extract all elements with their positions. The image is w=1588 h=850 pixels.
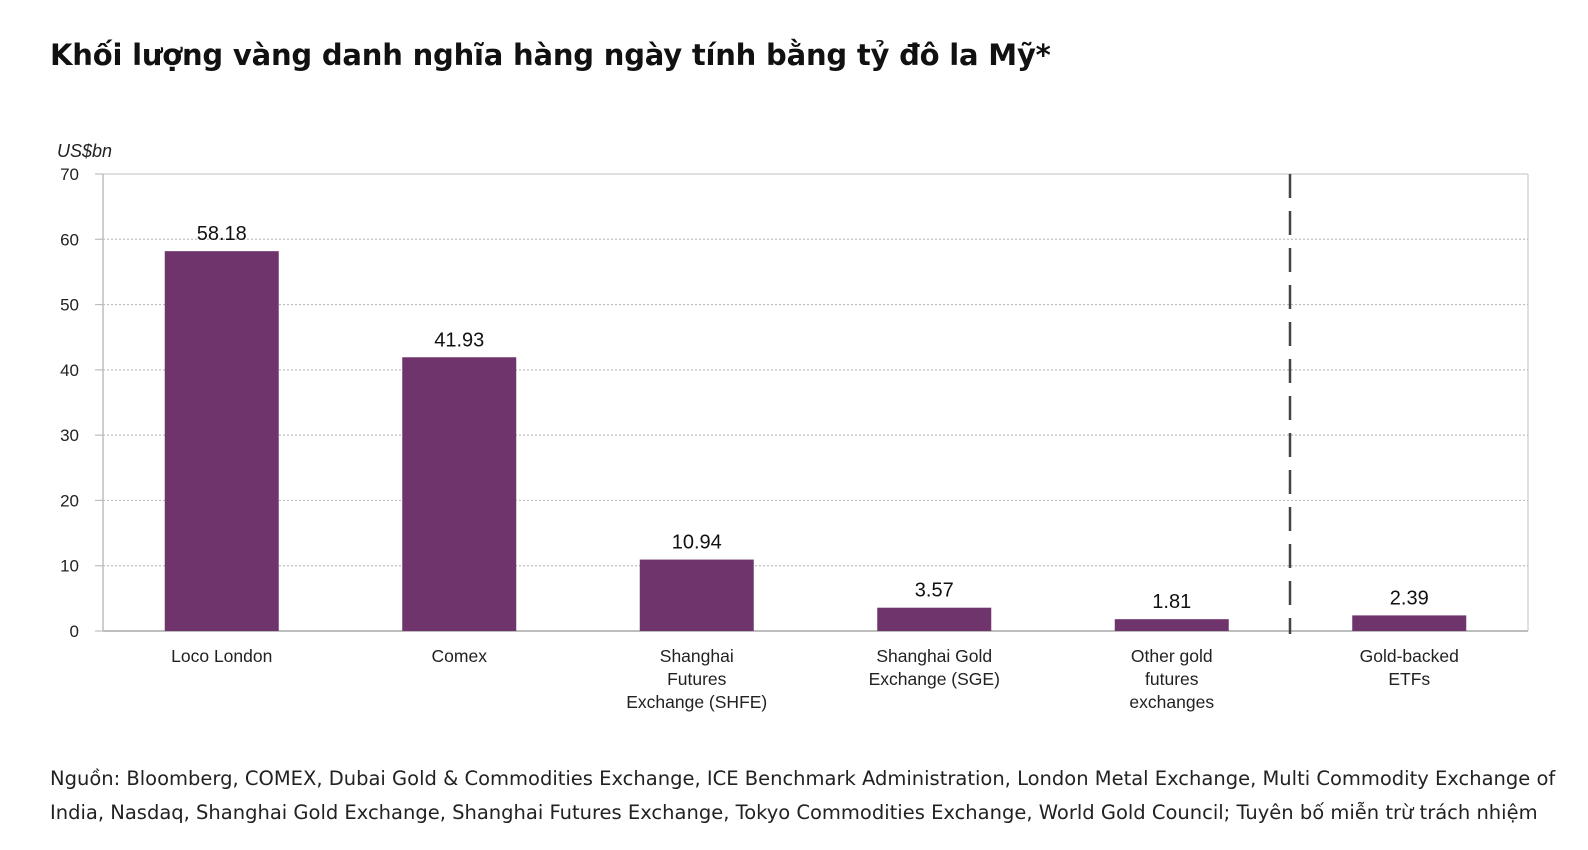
category-label: Exchange (SHFE) xyxy=(626,692,767,712)
y-tick-label: 0 xyxy=(70,622,79,641)
y-tick-label: 70 xyxy=(60,165,79,184)
y-tick-label: 30 xyxy=(60,426,79,445)
y-tick-label: 60 xyxy=(60,230,79,249)
bar-value-label: 58.18 xyxy=(197,223,247,245)
y-tick-label: 10 xyxy=(60,557,79,576)
category-label: exchanges xyxy=(1129,692,1214,712)
source-note: Nguồn: Bloomberg, COMEX, Dubai Gold & Co… xyxy=(50,767,1556,824)
category-labels: Loco London Comex Shanghai Futures Exchange … xyxy=(171,646,1459,712)
category-label: Exchange (SGE) xyxy=(869,669,1000,689)
category-label: Gold-backed xyxy=(1360,646,1459,666)
category-label: Loco London xyxy=(171,646,272,666)
category-label: ETFs xyxy=(1388,669,1430,689)
category-label: futures xyxy=(1145,669,1199,689)
bars xyxy=(164,251,1467,631)
bar-chart: 0 10 20 30 40 50 60 70 58.18 41.93 10.94 3.57 1.81 2… xyxy=(57,141,1529,712)
bar-value-label: 1.81 xyxy=(1152,591,1191,613)
bar xyxy=(1352,615,1467,631)
gridlines xyxy=(102,173,1529,632)
category-label: Shanghai xyxy=(660,646,734,666)
bar-value-label: 41.93 xyxy=(434,329,484,351)
y-unit-label: US$bn xyxy=(57,141,112,161)
category-label: Other gold xyxy=(1131,646,1213,666)
value-labels: 58.18 41.93 10.94 3.57 1.81 2.39 xyxy=(197,223,1429,613)
y-axis: 0 10 20 30 40 50 60 70 xyxy=(60,165,103,641)
bar xyxy=(1114,619,1229,631)
category-label: Shanghai Gold xyxy=(876,646,992,666)
chart-title: Khối lượng vàng danh nghĩa hàng ngày tín… xyxy=(50,38,1051,72)
bar-value-label: 10.94 xyxy=(672,532,722,554)
y-tick-label: 20 xyxy=(60,491,79,510)
y-tick-label: 50 xyxy=(60,296,79,315)
bar-value-label: 3.57 xyxy=(915,580,954,602)
category-label: Futures xyxy=(667,669,727,689)
bar-value-label: 2.39 xyxy=(1390,587,1429,609)
category-label: Comex xyxy=(432,646,488,666)
bar xyxy=(639,559,754,631)
bar xyxy=(877,607,992,631)
bar xyxy=(402,357,517,631)
y-tick-label: 40 xyxy=(60,361,79,380)
bar xyxy=(164,251,279,631)
